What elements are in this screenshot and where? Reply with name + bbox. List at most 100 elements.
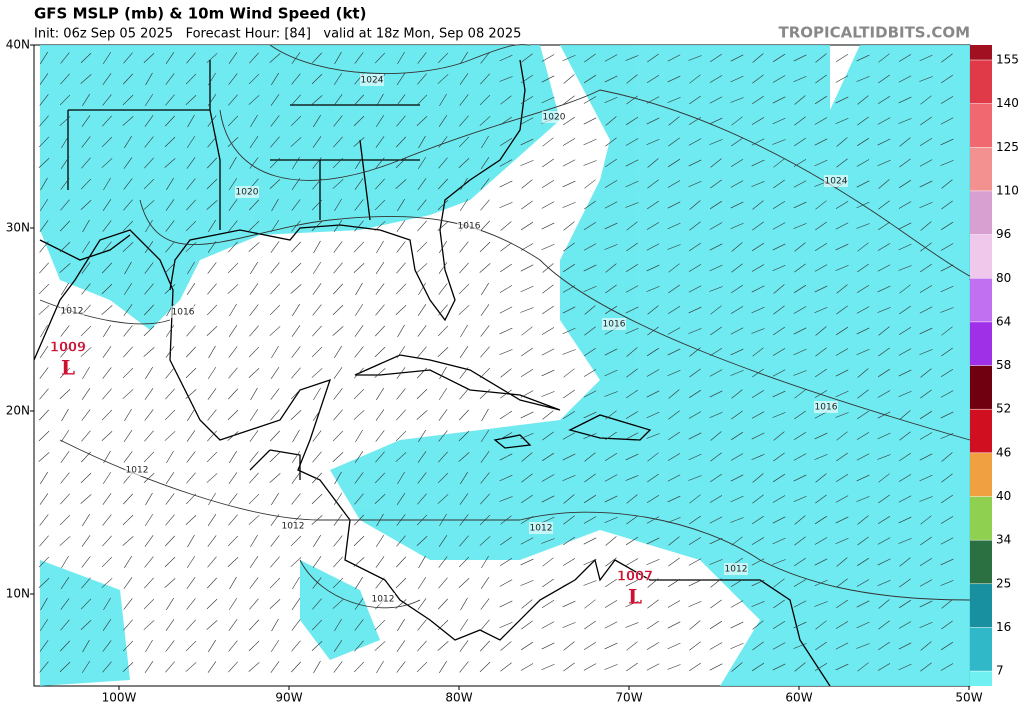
wind-barb [165, 220, 175, 232]
wind-barb [458, 578, 470, 588]
wind-barb [333, 492, 343, 506]
wind-barb [541, 243, 555, 251]
wind-barb [40, 324, 48, 338]
isobar-label-bg [457, 220, 481, 232]
wind-barb [39, 262, 49, 274]
isobar-label-bg [171, 306, 195, 318]
wind-barb [416, 536, 428, 546]
wind-barb [562, 263, 576, 273]
wind-barb [583, 516, 597, 524]
wind-barb [814, 454, 828, 460]
wind-barb [185, 242, 197, 252]
wind-barb [438, 115, 448, 127]
wind-barb [480, 577, 490, 589]
wind-barb [835, 369, 849, 377]
wind-barb [122, 367, 134, 379]
isobar-label: 1012 [282, 522, 305, 532]
wind-barb [166, 597, 174, 611]
wind-barb [772, 516, 786, 524]
wind-barb [38, 452, 50, 462]
wind-barb [39, 514, 49, 526]
isobar-label-bg [371, 593, 395, 605]
wind-barb [647, 620, 659, 630]
wind-barb [815, 641, 827, 651]
wind-barb [355, 576, 363, 590]
wind-barb [480, 451, 490, 463]
wind-barb [520, 221, 534, 231]
isobar-label-bg [602, 318, 626, 330]
wind-barb [332, 452, 344, 462]
wind-barb [689, 368, 701, 378]
lat-label: 10N [6, 587, 30, 601]
wind-barb [312, 430, 322, 442]
wind-barb [562, 54, 576, 62]
wind-barb [206, 451, 218, 463]
wind-barb [709, 620, 723, 630]
wind-barb [291, 73, 301, 85]
wind-barb [542, 578, 554, 588]
wind-barb [878, 179, 890, 189]
wind-barb [145, 639, 153, 653]
wind-barb [354, 619, 364, 631]
wind-barb [626, 515, 638, 525]
wind-barb [521, 53, 533, 63]
wind-barb [500, 95, 512, 105]
wind-barb [439, 513, 447, 527]
wind-barb [164, 262, 176, 274]
wind-barb [878, 473, 890, 483]
wind-barb [39, 115, 49, 127]
wind-barb [647, 452, 659, 462]
wind-barb [122, 220, 134, 232]
wind-barb [940, 390, 954, 398]
wind-barb [668, 263, 680, 273]
wind-barb [480, 619, 490, 631]
wind-barb [418, 135, 426, 149]
wind-barb [499, 306, 513, 314]
wind-barb [731, 242, 743, 252]
wind-barb [144, 93, 154, 107]
wind-barb [877, 516, 891, 524]
wind-barb [499, 600, 513, 608]
wind-barb [752, 473, 764, 483]
wind-barb [772, 663, 786, 671]
wind-barb [647, 326, 659, 336]
wind-barb [773, 452, 785, 462]
wind-barb [332, 304, 344, 316]
wind-barb [856, 621, 870, 629]
wind-barb [123, 346, 133, 358]
wind-barb [604, 516, 618, 524]
wind-barb [751, 264, 765, 272]
wind-barb [227, 409, 239, 421]
wind-barb [354, 367, 364, 379]
wind-barb [248, 662, 260, 672]
wind-barb [185, 389, 197, 399]
wind-barb [186, 135, 196, 149]
wind-barb [499, 410, 513, 420]
wind-barb [940, 411, 954, 419]
wind-barb [604, 664, 618, 670]
wind-barb [562, 411, 576, 419]
wind-barb [270, 430, 280, 442]
wind-barb [354, 303, 364, 317]
wind-barb [249, 283, 259, 295]
wind-barb [520, 516, 534, 524]
wind-barb [898, 75, 912, 83]
wind-barb [772, 117, 786, 125]
wind-barb [793, 201, 807, 209]
wind-barb [709, 642, 723, 650]
wind-barb [646, 642, 660, 650]
coastline [169, 59, 526, 322]
wind-barb [625, 159, 639, 167]
wind-barb [856, 348, 870, 356]
wind-barb [80, 598, 92, 610]
wind-barb [228, 241, 238, 253]
isobar-label-bg [529, 522, 553, 534]
low-pressure: 1009 [50, 341, 86, 356]
wind-barb [353, 241, 365, 253]
wind-barb [458, 158, 470, 168]
wind-barb [395, 305, 407, 315]
wind-barb [520, 243, 534, 251]
wind-barb [417, 598, 427, 610]
wind-barb [815, 200, 827, 210]
wind-barb [101, 158, 113, 168]
